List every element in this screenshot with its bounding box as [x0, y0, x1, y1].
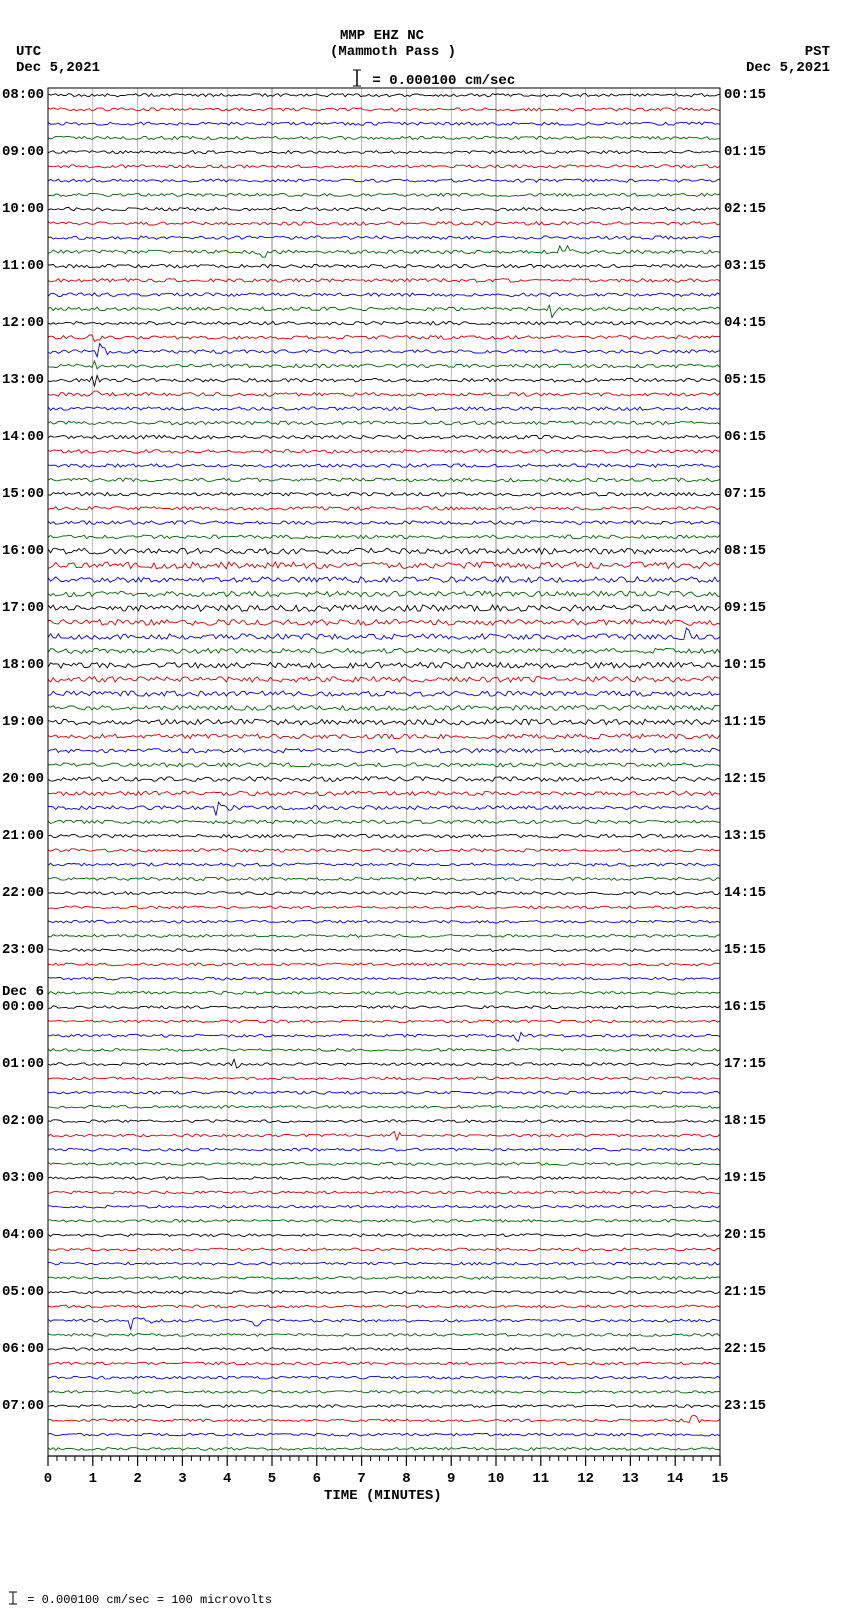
utc-time-label: 00:00	[2, 999, 44, 1015]
pst-time-label: 16:15	[724, 999, 766, 1015]
pst-time-label: 19:15	[724, 1170, 766, 1186]
utc-time-label: 23:00	[2, 942, 44, 958]
utc-time-label: 08:00	[2, 87, 44, 103]
svg-text:14: 14	[667, 1471, 684, 1487]
utc-time-label: 09:00	[2, 144, 44, 160]
utc-time-label: 07:00	[2, 1398, 44, 1414]
pst-time-label: 15:15	[724, 942, 766, 958]
utc-time-label: 22:00	[2, 885, 44, 901]
utc-time-label: 10:00	[2, 201, 44, 217]
svg-text:15: 15	[712, 1471, 729, 1487]
utc-time-label: 17:00	[2, 600, 44, 616]
svg-text:10: 10	[488, 1471, 505, 1487]
utc-time-label: 02:00	[2, 1113, 44, 1129]
svg-text:13: 13	[622, 1471, 639, 1487]
pst-time-label: 14:15	[724, 885, 766, 901]
svg-text:6: 6	[313, 1471, 321, 1487]
pst-time-label: 00:15	[724, 87, 766, 103]
utc-time-label: 01:00	[2, 1056, 44, 1072]
pst-time-label: 06:15	[724, 429, 766, 445]
utc-time-label: 21:00	[2, 828, 44, 844]
x-axis-label: TIME (MINUTES)	[324, 1488, 442, 1504]
pst-time-label: 11:15	[724, 714, 766, 730]
utc-time-label: 05:00	[2, 1284, 44, 1300]
svg-text:11: 11	[532, 1471, 549, 1487]
utc-time-label: 12:00	[2, 315, 44, 331]
pst-time-label: 12:15	[724, 771, 766, 787]
pst-time-label: 23:15	[724, 1398, 766, 1414]
utc-time-label: 19:00	[2, 714, 44, 730]
pst-time-label: 21:15	[724, 1284, 766, 1300]
utc-time-label: 14:00	[2, 429, 44, 445]
utc-time-label: 15:00	[2, 486, 44, 502]
utc-time-label: 11:00	[2, 258, 44, 274]
pst-time-label: 17:15	[724, 1056, 766, 1072]
svg-text:1: 1	[89, 1471, 97, 1487]
pst-time-label: 03:15	[724, 258, 766, 274]
svg-text:0: 0	[44, 1471, 52, 1487]
pst-time-label: 04:15	[724, 315, 766, 331]
utc-time-label: 04:00	[2, 1227, 44, 1243]
pst-time-label: 08:15	[724, 543, 766, 559]
pst-time-label: 07:15	[724, 486, 766, 502]
utc-time-label: 20:00	[2, 771, 44, 787]
seismogram-plot: 0123456789101112131415	[0, 0, 850, 1526]
svg-text:7: 7	[357, 1471, 365, 1487]
footer-scale: = 0.000100 cm/sec = 100 microvolts	[6, 1589, 272, 1607]
svg-text:12: 12	[577, 1471, 594, 1487]
pst-time-label: 18:15	[724, 1113, 766, 1129]
svg-text:3: 3	[178, 1471, 186, 1487]
pst-time-label: 20:15	[724, 1227, 766, 1243]
utc-time-label: 03:00	[2, 1170, 44, 1186]
svg-text:9: 9	[447, 1471, 455, 1487]
seismogram-container: MMP EHZ NC (Mammoth Pass ) = 0.000100 cm…	[0, 0, 850, 1613]
pst-time-label: 02:15	[724, 201, 766, 217]
svg-text:8: 8	[402, 1471, 410, 1487]
pst-time-label: 05:15	[724, 372, 766, 388]
utc-time-label: 06:00	[2, 1341, 44, 1357]
svg-text:5: 5	[268, 1471, 276, 1487]
pst-time-label: 22:15	[724, 1341, 766, 1357]
utc-time-label: 16:00	[2, 543, 44, 559]
pst-time-label: 13:15	[724, 828, 766, 844]
utc-time-label: Dec 6	[2, 984, 44, 1000]
pst-time-label: 09:15	[724, 600, 766, 616]
utc-time-label: 18:00	[2, 657, 44, 673]
utc-time-label: 13:00	[2, 372, 44, 388]
svg-text:4: 4	[223, 1471, 231, 1487]
pst-time-label: 01:15	[724, 144, 766, 160]
pst-time-label: 10:15	[724, 657, 766, 673]
svg-text:2: 2	[133, 1471, 141, 1487]
